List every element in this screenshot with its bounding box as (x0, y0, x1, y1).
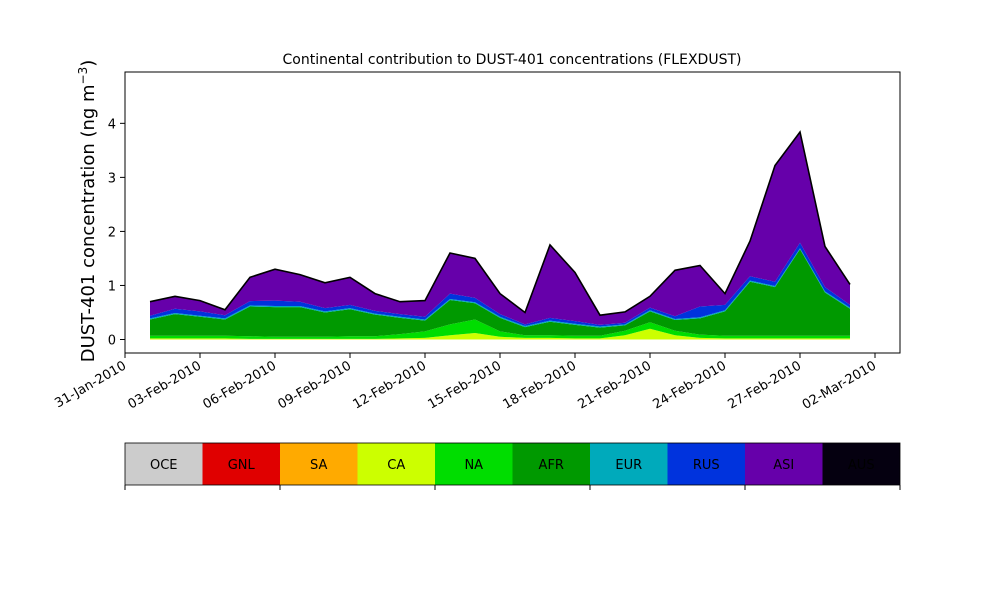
y-tick-label: 0 (108, 333, 116, 348)
legend-label-rus: RUS (693, 458, 720, 473)
legend-swatch-gnl (202, 443, 280, 485)
x-tick-label: 12-Feb-2010 (350, 358, 429, 412)
area-ca (150, 328, 850, 340)
chart-title: Continental contribution to DUST-401 con… (283, 52, 742, 68)
x-tick-label: 09-Feb-2010 (275, 358, 354, 412)
x-tick-label: 03-Feb-2010 (125, 358, 204, 412)
y-axis-label-close: ) (78, 60, 99, 67)
legend-label-oce: OCE (150, 458, 178, 473)
x-tick-label: 02-Mar-2010 (800, 358, 879, 412)
x-tick-label: 27-Feb-2010 (725, 358, 804, 412)
plot-frame (124, 71, 901, 354)
y-axis-label-text: DUST-401 concentration (ng m (78, 84, 99, 362)
plot-area (149, 130, 851, 340)
legend-swatch-asi (745, 443, 823, 485)
x-axis: 31-Jan-201003-Feb-201006-Feb-201009-Feb-… (52, 353, 879, 413)
total-line (149, 130, 851, 317)
legend-swatch-afr (512, 443, 590, 485)
y-axis-label: DUST-401 concentration (ng m−3) (76, 60, 99, 363)
legend-swatch-ca (357, 443, 435, 485)
y-tick-label: 4 (108, 117, 116, 132)
region-colorbar-legend: OCE GNL SA CA NA AFR EUR RUS ASI AUS (124, 442, 901, 490)
legend-label-afr: AFR (539, 458, 564, 473)
area-afr (150, 249, 850, 337)
legend-swatch-aus (822, 443, 900, 485)
legend-label-aus: AUS (848, 458, 875, 473)
x-tick-label: 31-Jan-2010 (52, 358, 129, 411)
legend-label-ca: CA (387, 458, 405, 473)
y-tick-label: 1 (108, 279, 116, 294)
y-tick-label: 3 (108, 171, 116, 186)
legend-label-eur: EUR (615, 458, 642, 473)
legend-swatch-sa (280, 443, 358, 485)
legend-label-gnl: GNL (228, 458, 256, 473)
x-tick-label: 06-Feb-2010 (200, 358, 279, 412)
x-tick-label: 15-Feb-2010 (425, 358, 504, 412)
legend-label-asi: ASI (773, 458, 794, 473)
legend-label-na: NA (464, 458, 483, 473)
legend-swatch-oce (125, 443, 203, 485)
legend-frame (124, 442, 901, 486)
legend-swatch-rus (667, 443, 745, 485)
x-tick-label: 24-Feb-2010 (650, 358, 729, 412)
x-tick-label: 21-Feb-2010 (575, 358, 654, 412)
legend-swatch-na (435, 443, 513, 485)
y-axis-label-superscript: −3 (76, 67, 90, 85)
area-na (150, 319, 850, 339)
y-tick-label: 2 (108, 225, 116, 240)
legend-label-sa: SA (310, 458, 327, 473)
y-axis: 0 1 2 3 4 (108, 117, 125, 348)
area-asi (150, 132, 850, 325)
x-tick-label: 18-Feb-2010 (500, 358, 579, 412)
legend-swatch-eur (590, 443, 668, 485)
